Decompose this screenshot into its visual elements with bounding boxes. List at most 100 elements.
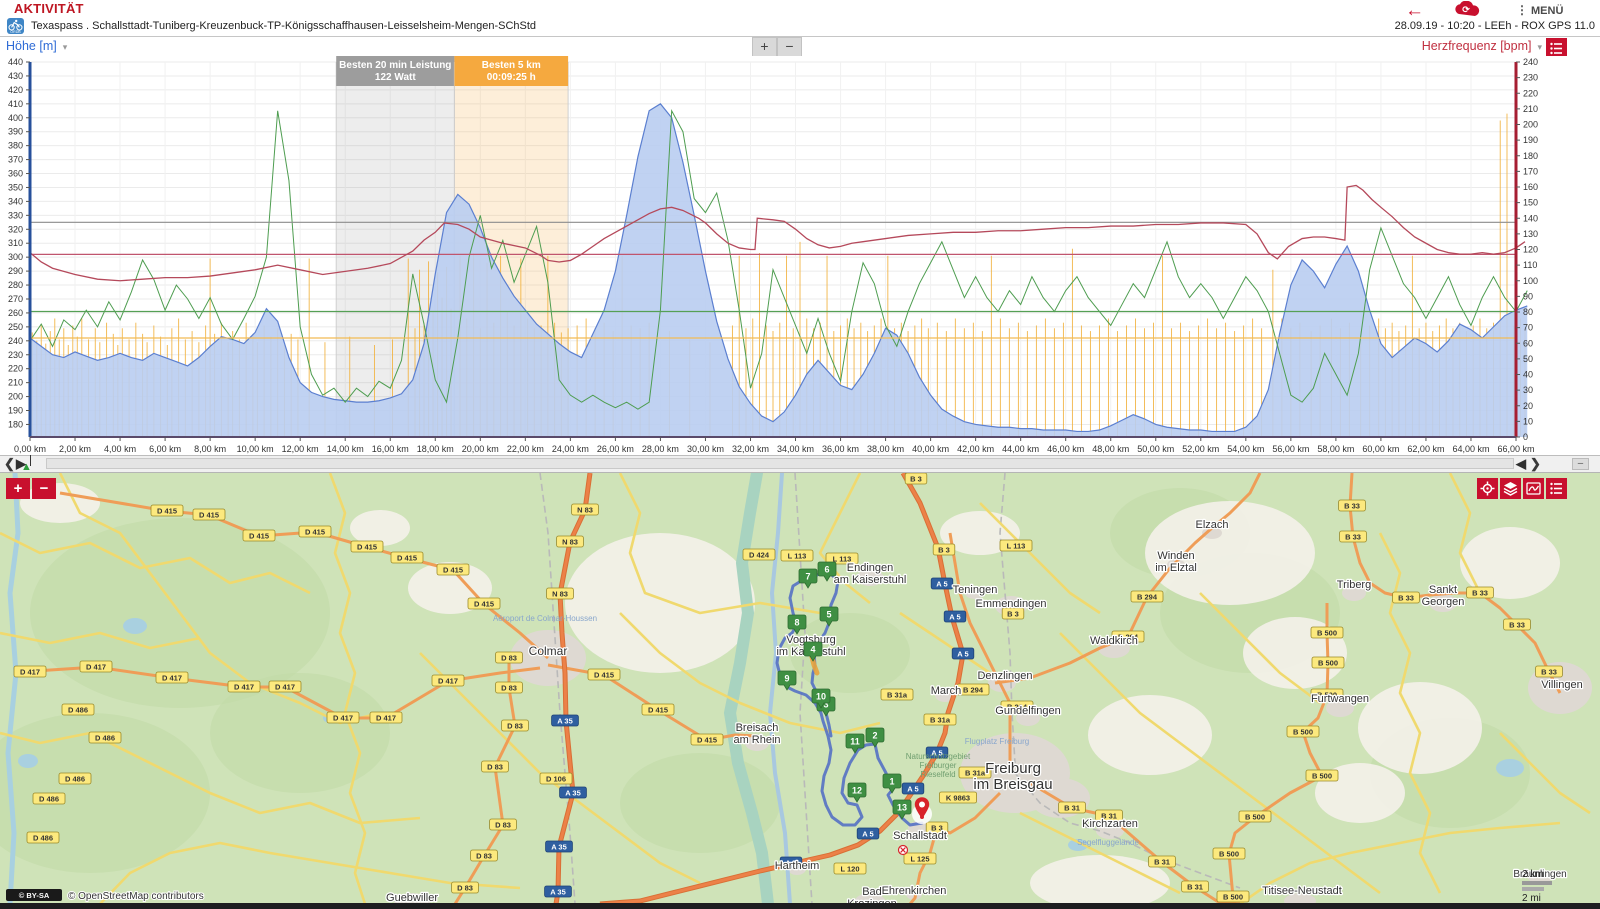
svg-text:B 3: B 3 bbox=[938, 546, 950, 555]
svg-text:A 5: A 5 bbox=[957, 650, 968, 659]
svg-text:390: 390 bbox=[8, 127, 23, 137]
road-badge: L 120 bbox=[833, 862, 867, 875]
route-marker-8[interactable]: 8 bbox=[787, 614, 807, 635]
scrollbar-track[interactable] bbox=[46, 458, 1514, 469]
route-marker-12[interactable]: 12 bbox=[847, 782, 867, 803]
road-badge: B 294 bbox=[1130, 590, 1164, 603]
svg-text:200: 200 bbox=[1523, 120, 1538, 130]
svg-text:D 415: D 415 bbox=[594, 671, 614, 680]
svg-text:440: 440 bbox=[8, 57, 23, 67]
collapse-chart-button[interactable]: − bbox=[1572, 458, 1589, 470]
road-badge: L 113 bbox=[780, 549, 814, 562]
secondary-road bbox=[1019, 811, 1181, 895]
gps-track[interactable] bbox=[775, 571, 924, 827]
scroll-right-icon[interactable]: ❯ bbox=[1530, 456, 1541, 471]
secondary-road bbox=[618, 473, 821, 615]
map-zoom-in-button[interactable]: + bbox=[6, 478, 30, 499]
road-badge: D 106 bbox=[539, 772, 573, 785]
chart-zoom-out-button[interactable]: − bbox=[777, 37, 802, 58]
poi-label: Naturschutzgebiet bbox=[906, 752, 971, 761]
elevation-area bbox=[30, 103, 1528, 437]
route-marker-5[interactable]: 5 bbox=[819, 606, 839, 627]
scroll-left-icon[interactable]: ❮ bbox=[4, 456, 15, 471]
road-badge: B 500 bbox=[1286, 725, 1320, 738]
svg-text:7: 7 bbox=[805, 572, 810, 582]
road-badge: A 5 bbox=[943, 610, 967, 623]
city-label: Bräunlingen bbox=[1513, 869, 1566, 880]
location-pin[interactable] bbox=[912, 797, 932, 824]
route-map[interactable]: D 415 D 415 D 415 D 415 D 415 D 415 D 415 D 415… bbox=[0, 473, 1600, 903]
route-marker-11[interactable]: 11 bbox=[845, 733, 865, 754]
route-marker-7[interactable]: 7 bbox=[798, 568, 818, 589]
city-label: Guebwiller bbox=[386, 892, 438, 903]
road-badge: D 415 bbox=[350, 540, 384, 553]
svg-text:36,00 km: 36,00 km bbox=[822, 444, 859, 454]
map-zoom-out-button[interactable]: − bbox=[32, 478, 56, 499]
road-badge: D 83 bbox=[495, 651, 523, 664]
band-subtitle: 122 Watt bbox=[375, 72, 416, 83]
road-badge: D 415 bbox=[390, 551, 424, 564]
route-marker-6[interactable]: 6 bbox=[817, 561, 837, 582]
svg-text:90: 90 bbox=[1523, 291, 1533, 301]
chart-zoom-in-button[interactable]: + bbox=[752, 37, 777, 58]
svg-text:60: 60 bbox=[1523, 338, 1533, 348]
left-axis-selector[interactable]: Höhe [m] ▾ bbox=[6, 39, 68, 53]
svg-text:L 113: L 113 bbox=[788, 552, 807, 561]
road-badge: B 31a bbox=[923, 713, 957, 726]
secondary-road bbox=[899, 611, 991, 675]
route-marker-13[interactable]: 13 bbox=[892, 799, 912, 820]
svg-text:D 424: D 424 bbox=[749, 551, 770, 560]
svg-text:32,00 km: 32,00 km bbox=[732, 444, 769, 454]
motorway bbox=[599, 473, 965, 903]
svg-text:D 83: D 83 bbox=[507, 722, 523, 731]
route-marker-10[interactable]: 10 bbox=[811, 688, 831, 709]
map-crosshair-icon-button[interactable] bbox=[1477, 478, 1498, 499]
scroll-left-handle-icon[interactable]: ▶ bbox=[16, 456, 26, 471]
svg-text:44,00 km: 44,00 km bbox=[1002, 444, 1039, 454]
svg-text:D 415: D 415 bbox=[397, 554, 417, 563]
road-badge: D 417 bbox=[326, 711, 360, 724]
city-label: Waldkirch bbox=[1090, 635, 1138, 647]
map-layers-icon-button[interactable] bbox=[1500, 478, 1521, 499]
route-marker-1[interactable]: 1 bbox=[882, 773, 902, 794]
svg-text:42,00 km: 42,00 km bbox=[957, 444, 994, 454]
route-marker-4[interactable]: 4 bbox=[803, 641, 823, 662]
svg-text:8,00 km: 8,00 km bbox=[194, 444, 226, 454]
svg-text:D 486: D 486 bbox=[39, 795, 59, 804]
svg-text:360: 360 bbox=[8, 169, 23, 179]
svg-text:B 31: B 31 bbox=[1101, 812, 1117, 821]
road-badge: B 3 bbox=[904, 473, 928, 485]
svg-text:L 120: L 120 bbox=[840, 865, 859, 874]
road-badge: D 486 bbox=[58, 772, 92, 785]
svg-text:D 417: D 417 bbox=[162, 674, 182, 683]
road-badge: D 415 bbox=[242, 529, 276, 542]
svg-text:B 294: B 294 bbox=[1137, 593, 1158, 602]
svg-text:40,00 km: 40,00 km bbox=[912, 444, 949, 454]
city-label: Winden bbox=[1157, 550, 1194, 562]
road-badge: B 31 bbox=[1148, 855, 1176, 868]
svg-text:D 83: D 83 bbox=[457, 884, 473, 893]
chart-list-icon-button[interactable] bbox=[1546, 38, 1567, 59]
svg-text:D 417: D 417 bbox=[438, 677, 458, 686]
right-axis-selector[interactable]: Herzfrequenz [bpm] ▾ bbox=[1421, 39, 1542, 53]
svg-text:34,00 km: 34,00 km bbox=[777, 444, 814, 454]
svg-text:38,00 km: 38,00 km bbox=[867, 444, 904, 454]
city-label: Gundelfingen bbox=[995, 705, 1060, 717]
secondary-road bbox=[1239, 821, 1561, 903]
activity-title: Texaspass . Schallsttadt-Tuniberg-Kreuze… bbox=[31, 20, 537, 32]
heart-rate-line bbox=[29, 184, 1526, 282]
map-list-icon-button[interactable] bbox=[1546, 478, 1567, 499]
menu-button[interactable]: ⋮ MENÜ bbox=[1516, 3, 1564, 17]
map-curve-icon-button[interactable] bbox=[1523, 478, 1544, 499]
road-badge: D 417 bbox=[268, 680, 302, 693]
back-arrow-icon[interactable]: ← bbox=[1405, 0, 1424, 21]
position-marker-icon[interactable]: ▲ bbox=[21, 461, 32, 473]
route-marker-9[interactable]: 9 bbox=[777, 670, 797, 691]
scroll-right-handle-icon[interactable]: ◀ bbox=[1516, 456, 1526, 471]
svg-text:120: 120 bbox=[1523, 245, 1538, 255]
route-marker-2[interactable]: 2 bbox=[865, 727, 885, 748]
railway-line bbox=[539, 473, 576, 903]
cloud-sync-icon[interactable]: ⟳ bbox=[1446, 0, 1486, 17]
svg-text:B 500: B 500 bbox=[1312, 772, 1332, 781]
